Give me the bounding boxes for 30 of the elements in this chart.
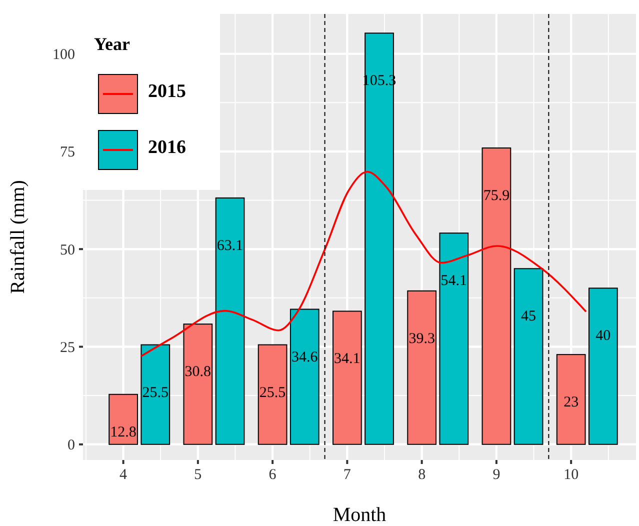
y-axis-title: Rainfall (mm) bbox=[7, 180, 29, 294]
y-tick-label: 0 bbox=[68, 438, 75, 454]
x-tick-label: 7 bbox=[343, 467, 352, 483]
y-tick-label: 25 bbox=[60, 340, 75, 356]
data-label: 25.5 bbox=[259, 384, 286, 401]
data-label: 25.5 bbox=[142, 384, 169, 401]
y-tick-label: 75 bbox=[60, 144, 75, 161]
data-label: 34.6 bbox=[292, 349, 318, 366]
legend-label: 2015 bbox=[148, 81, 186, 103]
data-label: 23 bbox=[564, 394, 579, 411]
y-tick-label: 100 bbox=[52, 47, 75, 64]
data-label: 40 bbox=[596, 328, 611, 344]
data-label: 54.1 bbox=[440, 273, 468, 290]
data-label: 12.8 bbox=[110, 424, 136, 440]
data-label: 39.3 bbox=[408, 330, 435, 347]
x-tick-label: 6 bbox=[268, 467, 277, 483]
data-label: 75.9 bbox=[483, 188, 510, 204]
data-label: 34.1 bbox=[334, 351, 360, 368]
x-tick-label: 8 bbox=[418, 467, 426, 483]
data-label: 30.8 bbox=[184, 364, 212, 380]
x-tick-label: 10 bbox=[564, 467, 579, 483]
legend-label: 2016 bbox=[148, 137, 186, 159]
y-tick-label: 50 bbox=[60, 242, 75, 258]
x-tick-label: 5 bbox=[194, 467, 202, 483]
x-tick-label: 4 bbox=[120, 467, 128, 483]
data-label: 63.1 bbox=[216, 238, 244, 254]
legend-title: Year bbox=[94, 34, 130, 55]
x-tick-label: 9 bbox=[492, 467, 500, 483]
data-label: 45 bbox=[521, 308, 536, 325]
x-axis-title: Month bbox=[332, 504, 386, 526]
